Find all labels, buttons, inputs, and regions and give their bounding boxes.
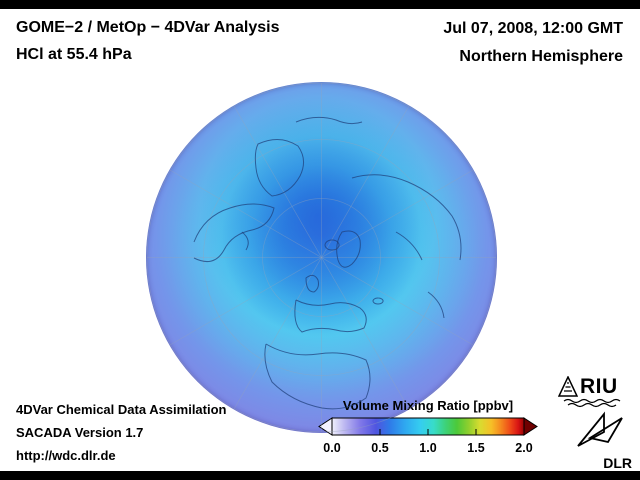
riu-waves-icon <box>563 398 621 408</box>
credits-block: 4DVar Chemical Data Assimilation SACADA … <box>16 398 227 467</box>
colorbar-tick-label: 0.5 <box>371 441 389 455</box>
credit-line-assimilation: 4DVar Chemical Data Assimilation <box>16 402 227 417</box>
plot-datetime-block: Jul 07, 2008, 12:00 GMT Northern Hemisph… <box>443 15 623 71</box>
dlr-logo-text: DLR <box>603 455 632 471</box>
plot-subtitle-species-level: HCl at 55.4 hPa <box>16 46 132 63</box>
colorbar-tick-label: 0.0 <box>323 441 341 455</box>
globe <box>146 82 497 433</box>
dlr-emblem-icon <box>577 411 623 447</box>
bottom-border-bar <box>0 471 640 480</box>
plot-title: GOME−2 / MetOp − 4DVar Analysis <box>16 19 280 36</box>
colorbar-right-arrow <box>523 417 538 436</box>
riu-logo-text: RIU <box>580 375 618 398</box>
dlr-logo: DLR <box>574 408 634 471</box>
plot-region: Northern Hemisphere <box>459 48 623 65</box>
plot-datetime: Jul 07, 2008, 12:00 GMT <box>443 20 623 37</box>
riu-triangle-icon <box>558 376 578 397</box>
top-border-bar <box>0 0 640 9</box>
colorbar-tick-label: 1.5 <box>467 441 485 455</box>
colorbar-tick-label: 1.0 <box>419 441 437 455</box>
credit-line-version: SACADA Version 1.7 <box>16 425 144 440</box>
riu-logo: RIU <box>558 376 632 408</box>
plot-title-block: GOME−2 / MetOp − 4DVar Analysis HCl at 5… <box>16 14 280 68</box>
graticule <box>146 82 497 433</box>
colorbar-tick-labels: 0.0 0.5 1.0 1.5 2.0 <box>318 441 538 457</box>
credit-line-url: http://wdc.dlr.de <box>16 448 116 463</box>
colorbar-tick-label: 2.0 <box>515 441 533 455</box>
coastlines <box>193 116 462 410</box>
globe-overlay-svg <box>146 82 497 433</box>
